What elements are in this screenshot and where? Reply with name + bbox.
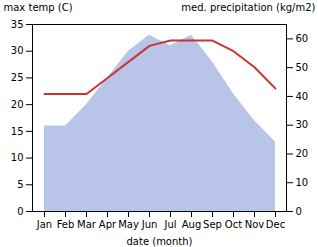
svg-text:35: 35 bbox=[11, 19, 24, 30]
svg-text:25: 25 bbox=[11, 72, 24, 83]
svg-text:5: 5 bbox=[17, 179, 23, 190]
svg-text:50: 50 bbox=[296, 62, 309, 73]
svg-text:40: 40 bbox=[296, 91, 309, 102]
svg-text:Jul: Jul bbox=[163, 219, 176, 230]
svg-text:Apr: Apr bbox=[99, 219, 117, 230]
svg-text:Aug: Aug bbox=[182, 219, 202, 230]
svg-text:0: 0 bbox=[17, 206, 23, 217]
svg-text:Sep: Sep bbox=[203, 219, 222, 230]
svg-text:15: 15 bbox=[11, 126, 24, 137]
svg-text:Oct: Oct bbox=[225, 219, 242, 230]
svg-text:30: 30 bbox=[11, 45, 24, 56]
svg-text:Mar: Mar bbox=[77, 219, 97, 230]
svg-text:10: 10 bbox=[11, 152, 24, 163]
svg-text:Nov: Nov bbox=[245, 219, 265, 230]
svg-text:10: 10 bbox=[296, 177, 309, 188]
svg-text:20: 20 bbox=[11, 99, 24, 110]
svg-text:Jun: Jun bbox=[141, 219, 158, 230]
svg-text:20: 20 bbox=[296, 148, 309, 159]
svg-text:max temp (C): max temp (C) bbox=[4, 2, 73, 13]
svg-text:0: 0 bbox=[296, 206, 302, 217]
svg-text:date (month): date (month) bbox=[127, 236, 193, 247]
svg-text:60: 60 bbox=[296, 33, 309, 44]
svg-text:May: May bbox=[118, 219, 139, 230]
svg-text:Jan: Jan bbox=[36, 219, 52, 230]
svg-text:Feb: Feb bbox=[57, 219, 75, 230]
svg-text:Dec: Dec bbox=[266, 219, 285, 230]
svg-text:30: 30 bbox=[296, 119, 309, 130]
svg-text:med. precipitation (kg/m2): med. precipitation (kg/m2) bbox=[181, 2, 315, 13]
